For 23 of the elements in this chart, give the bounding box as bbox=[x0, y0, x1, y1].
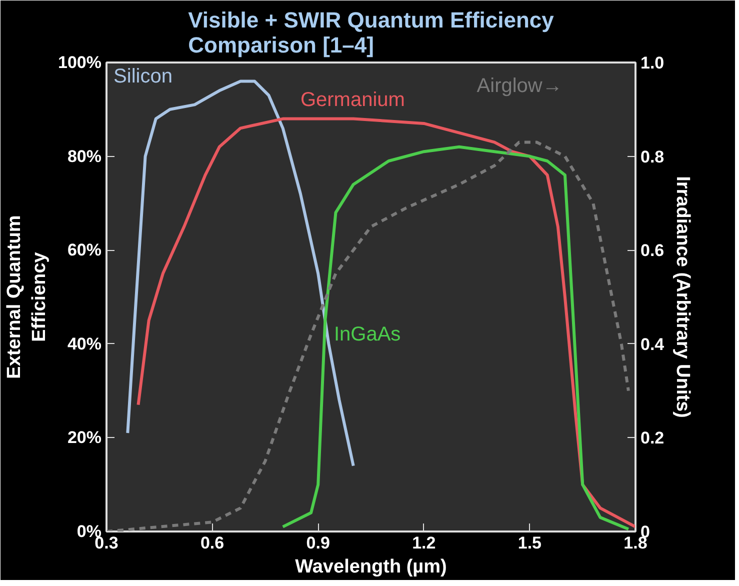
y2-tick-label: 0.2 bbox=[640, 428, 664, 448]
y2-tick-label: 0.4 bbox=[640, 334, 665, 354]
x-axis-title: Wavelength (µm) bbox=[295, 556, 447, 578]
y-tick-label: 20% bbox=[67, 428, 102, 448]
line-series bbox=[281, 145, 630, 531]
x-tick-label: 1.2 bbox=[412, 534, 436, 552]
y2-axis-title: Irradiance (Arbitrary Units) bbox=[672, 176, 694, 418]
series-label: InGaAs bbox=[334, 324, 401, 346]
x-tick-label: 0.6 bbox=[200, 534, 224, 552]
chart-title: Visible + SWIR Quantum Efficiency Comparison [1–4] bbox=[188, 8, 555, 58]
y2-tick-label: 1.0 bbox=[640, 54, 664, 72]
text: Airglow→ bbox=[476, 74, 562, 97]
x-tick-label: 0.9 bbox=[306, 534, 330, 552]
y-tick-label: 60% bbox=[67, 240, 102, 260]
y-tick-label: 80% bbox=[67, 146, 102, 166]
y-tick-label: 100% bbox=[58, 53, 102, 72]
x-tick-label: 1.5 bbox=[518, 534, 542, 552]
y-axis-title: External Quantum Efficiency bbox=[4, 215, 50, 379]
y2-tick-label: 0.8 bbox=[640, 147, 664, 166]
y-tick-label: 40% bbox=[67, 334, 102, 354]
series-label: Silicon bbox=[114, 66, 172, 88]
y2-tick-label: 0.6 bbox=[640, 241, 664, 260]
series-label: Germanium bbox=[300, 89, 405, 112]
